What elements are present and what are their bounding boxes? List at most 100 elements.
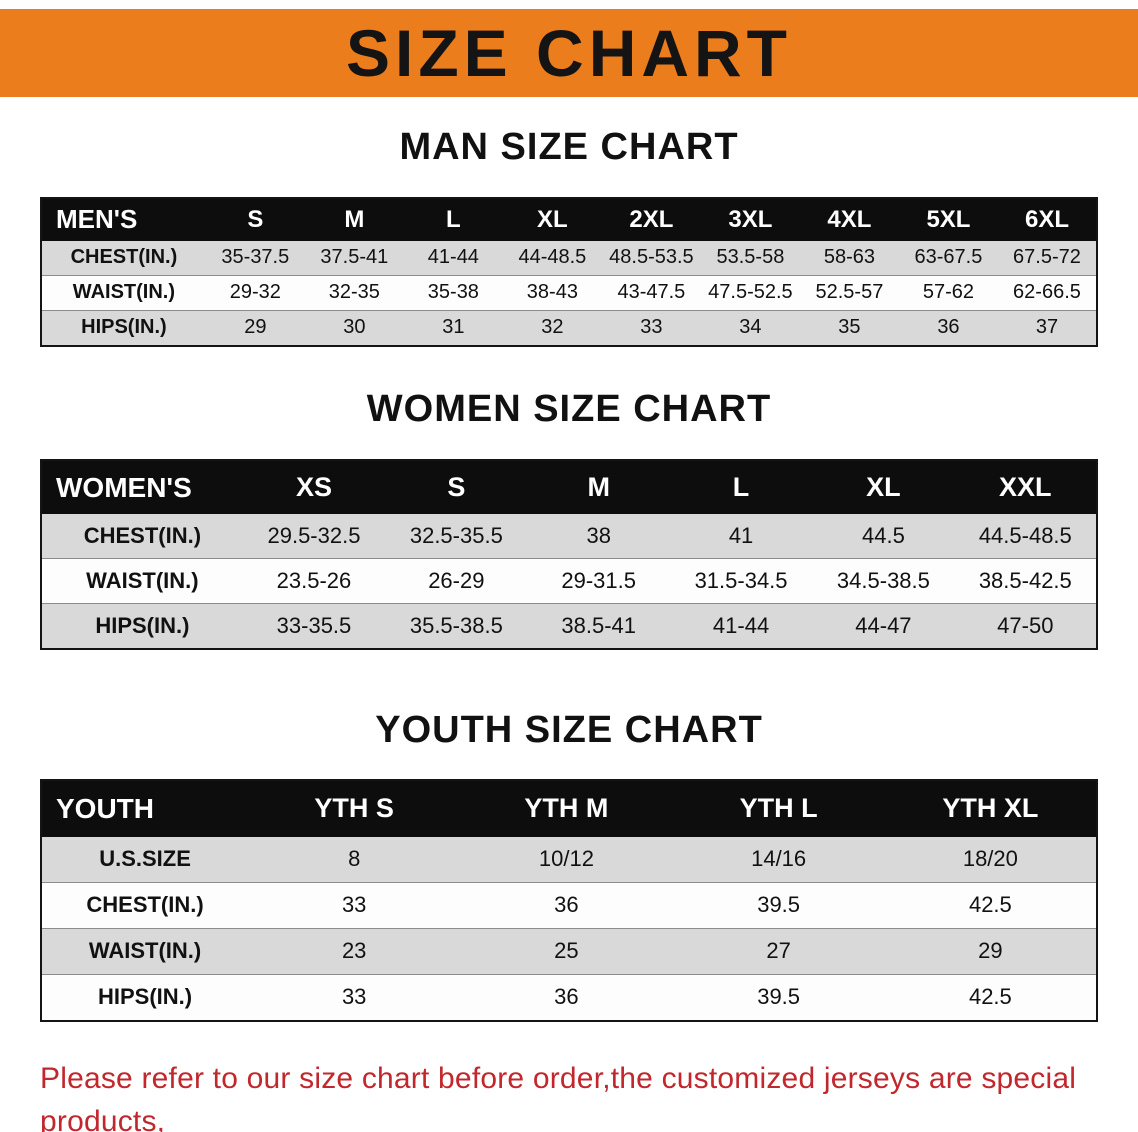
row-label: HIPS(IN.) [95,613,190,639]
table-corner-label: WOMEN'S [41,460,243,515]
size-column-header: XL [812,460,955,515]
table-row: CHEST(IN.) 33 36 39.5 42.5 [41,882,1097,929]
size-value-cell: 31 [442,316,465,339]
youth-size-table: YOUTH YTH S YTH M YTH L YTH XL U.S.SIZE 8 10/12… [40,778,1098,1022]
size-value-cell: 39.5 [757,984,801,1010]
footer-note-line-1: Please refer to our size chart before or… [40,1061,1077,1132]
size-value-cell: 37.5-41 [320,246,389,269]
header-row: WOMEN'S XS S M L XL XXL [41,460,1097,515]
row-label: HIPS(IN.) [81,316,167,339]
size-column-header: YTH L [672,779,885,837]
women-section-title: WOMEN SIZE CHART [366,387,772,430]
size-value-cell: 44.5 [862,523,905,549]
size-value-cell: 29.5-32.5 [267,523,361,549]
size-value-cell: 44.5-48.5 [978,523,1072,549]
size-value-cell: 38.5-41 [561,613,636,639]
size-column-header: XXL [954,460,1097,515]
size-value-cell: 31.5-34.5 [694,568,788,594]
table-row: U.S.SIZE 8 10/12 14/16 18/20 [41,836,1097,883]
size-value-cell: 67.5-72 [1013,246,1081,269]
size-value-cell: 14/16 [751,846,807,872]
table-row: CHEST(IN.) 29.5-32.5 32.5-35.5 38 41 44.5 44.5… [41,514,1097,559]
size-column-header: XS [242,460,386,515]
size-value-cell: 33 [640,316,663,339]
size-value-cell: 62-66.5 [1013,281,1081,304]
size-value-cell: 33-35.5 [276,613,352,639]
size-column-header: 5XL [898,197,998,241]
table-row: HIPS(IN.) 33 36 39.5 42.5 [41,974,1097,1021]
size-column-header: S [385,460,528,515]
size-value-cell: 33 [341,984,367,1010]
youth-section-title: YOUTH SIZE CHART [375,709,763,752]
size-value-cell: 37 [1035,316,1059,339]
size-value-cell: 47.5-52.5 [708,281,793,304]
row-label: CHEST(IN.) [83,523,202,549]
womens-size-table: WOMEN'S XS S M L XL XXL CHEST(IN.) 29.5-32.5 32.5… [40,459,1098,651]
size-value-cell: 47-50 [997,613,1054,639]
size-value-cell: 41-44 [427,246,479,269]
table-row: CHEST(IN.) 35-37.5 37.5-41 41-44 44-48.5 48.5… [41,240,1097,276]
size-value-cell: 29-32 [229,281,281,304]
page-title: SIZE CHART [346,16,792,90]
size-value-cell: 63-67.5 [914,246,983,269]
size-value-cell: 32 [541,316,564,339]
mens-size-table: MEN'S S M L XL 2XL 3XL 4XL 5XL 6XL CHEST(IN.) 35-37… [40,196,1098,347]
size-column-header: S [205,197,305,241]
section-youth: YOUTH SIZE CHART YOUTH YTH S YTH M YTH L YTH… [0,708,1138,1022]
size-value-cell: 8 [348,846,361,872]
size-value-cell: 34 [739,316,762,339]
row-label: WAIST(IN.) [88,938,202,964]
size-column-header: 3XL [700,197,800,241]
size-value-cell: 53.5-58 [716,246,785,269]
size-value-cell: 10/12 [538,846,594,872]
size-value-cell: 36 [554,892,579,918]
section-women: WOMEN SIZE CHART WOMEN'S XS S M L XL XXL CHEST(… [0,387,1138,651]
size-value-cell: 38-43 [526,281,578,304]
row-label: CHEST(IN.) [70,246,178,269]
size-value-cell: 35 [838,316,861,339]
size-column-header: M [527,460,670,515]
size-value-cell: 52.5-57 [815,281,884,304]
size-value-cell: 36 [554,984,579,1010]
size-value-cell: 33 [341,892,367,918]
size-column-header: 2XL [601,197,701,241]
size-column-header: M [304,197,404,241]
size-value-cell: 30 [343,316,366,339]
header-row: YOUTH YTH S YTH M YTH L YTH XL [41,779,1097,837]
size-value-cell: 34.5-38.5 [836,568,930,594]
size-value-cell: 32-35 [328,281,380,304]
size-column-header: 4XL [799,197,899,241]
size-value-cell: 18/20 [962,846,1018,872]
size-value-cell: 29 [244,316,267,339]
size-value-cell: 44-47 [855,613,912,639]
row-label: CHEST(IN.) [86,892,204,918]
size-value-cell: 32.5-35.5 [409,523,503,549]
size-value-cell: 23.5-26 [276,568,352,594]
size-value-cell: 35.5-38.5 [409,613,503,639]
size-value-cell: 39.5 [757,892,801,918]
size-value-cell: 48.5-53.5 [609,246,694,269]
size-value-cell: 43-47.5 [617,281,686,304]
size-value-cell: 41-44 [712,613,770,639]
size-value-cell: 42.5 [968,892,1012,918]
men-section-title: MAN SIZE CHART [399,126,739,168]
section-men: MAN SIZE CHART MEN'S S M L XL 2XL 3XL 4XL 5XL 6XL… [0,125,1138,347]
size-column-header: XL [502,197,602,241]
size-value-cell: 35-38 [427,281,479,304]
size-value-cell: 25 [554,938,579,964]
table-row: WAIST(IN.) 29-32 32-35 35-38 38-43 43-47.5 47.… [41,275,1097,311]
size-value-cell: 44-48.5 [518,246,587,269]
size-column-header: YTH XL [884,779,1097,837]
footer-note: Please refer to our size chart before or… [40,1057,1098,1132]
table-corner-label: YOUTH [41,779,249,837]
size-value-cell: 36 [937,316,960,339]
size-value-cell: 29 [978,938,1003,964]
size-value-cell: 38 [586,523,611,549]
size-column-header: 6XL [997,197,1097,241]
row-label: WAIST(IN.) [86,568,199,594]
size-column-header: L [669,460,813,515]
row-label: WAIST(IN.) [72,281,176,304]
size-value-cell: 27 [766,938,791,964]
row-label: U.S.SIZE [99,846,191,872]
